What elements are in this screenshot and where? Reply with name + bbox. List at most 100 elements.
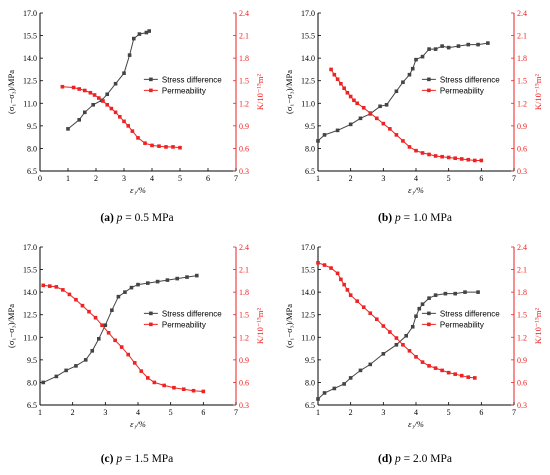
stress-difference-point [103,323,108,328]
y-left-axis-label: (σ₁−σ₃)/MPa [6,70,16,114]
legend-stress-label: Stress difference [440,309,500,318]
stress-difference-point [147,29,151,33]
legend-permeability-marker [149,88,153,93]
permeability-point [92,93,97,97]
panel-caption: (d) p = 2.0 MPa [378,453,452,465]
y-left-tick-label: 9.5 [27,122,37,131]
stress-difference-point [90,349,95,353]
y-right-tick-label: 0.6 [239,144,249,153]
y-left-tick-label: 8.0 [27,144,37,153]
stress-difference-point [463,290,467,294]
y-left-tick-label: 11.0 [23,99,37,108]
permeability-point [348,94,353,99]
stress-difference-point [358,368,363,373]
permeability-point [162,383,166,388]
stress-difference-point [66,127,70,131]
y-left-tick-label: 8.0 [27,378,37,387]
x-tick-label: 5 [178,174,182,183]
permeability-point [394,336,399,340]
stress-difference-point [110,308,114,312]
caption-label: (a) [100,212,114,224]
stress-difference-point [358,116,363,121]
permeability-point [420,360,425,364]
y-right-tick-label: 1.5 [517,77,527,86]
permeability-point [339,277,343,282]
x-tick-label: 7 [512,174,516,183]
caption-param: p [394,212,401,224]
y-right-tick-label: 1.8 [239,54,249,63]
stress-difference-point [446,45,451,50]
stress-difference-point [137,32,142,36]
stress-difference-point [332,386,337,391]
stress-difference-point [368,362,373,367]
permeability-point [407,349,412,353]
permeability-point [118,115,122,119]
permeability-point [361,106,366,110]
permeability-line [62,86,181,149]
permeability-point [453,372,457,376]
y-left-tick-label: 6.5 [27,401,37,410]
y-left-tick-label: 15.5 [23,266,37,275]
legend-stress-marker [427,77,431,82]
stress-difference-point [165,278,170,282]
legend-permeability-label: Permeability [162,320,206,329]
y-right-tick-label: 0.3 [239,401,249,410]
permeability-point [339,81,343,86]
permeability-point [113,338,117,343]
x-tick-label: 3 [103,408,107,417]
x-tick-label: 1 [316,174,320,183]
stress-difference-point [414,314,418,319]
y-left-tick-label: 11.0 [23,333,37,342]
stress-difference-point [486,41,490,45]
permeability-point [100,323,104,328]
y-right-tick-label: 0.9 [239,356,249,365]
y-left-axis-label: (σ₁−σ₃)/MPa [6,304,16,348]
caption-param: p [115,453,122,465]
panel-caption: (b) p = 1.0 MPa [378,212,452,224]
permeability-point [381,324,386,328]
permeability-point [388,127,392,131]
y-left-tick-label: 14.0 [23,288,37,297]
caption-label: (c) [101,453,114,465]
permeability-series [316,261,477,380]
x-tick-label: 2 [349,408,353,417]
permeability-point [101,99,105,103]
y-right-tick-label: 1.8 [517,54,527,63]
permeability-point [361,305,366,309]
y-right-tick-label: 0.6 [517,144,527,153]
permeability-point [446,370,451,375]
permeability-point [414,355,418,359]
permeability-point [54,285,59,289]
y-right-tick-label: 2.4 [517,243,527,252]
y-right-axis-label: K/10⁻¹⁵m² [255,73,265,110]
stress-difference-point [456,44,461,48]
permeability-point [433,366,438,370]
y-left-tick-label: 17.0 [23,9,37,18]
x-tick-label: 0 [38,174,42,183]
stress-difference-point [410,66,415,71]
permeability-point [394,133,399,137]
legend-stress-marker [149,77,153,82]
stress-difference-point [420,54,425,59]
legend-stress-label: Stress difference [440,75,500,84]
stress-difference-point [91,102,95,107]
permeability-point [473,376,477,380]
permeability-point [375,317,379,322]
stress-difference-point [407,72,412,77]
permeability-point [466,157,471,162]
stress-difference-point [105,92,109,97]
permeability-point [414,148,418,153]
stress-difference-point [433,47,438,51]
permeability-point [143,141,147,145]
permeability-point [316,261,320,265]
stress-difference-point [401,80,405,85]
x-tick-label: 5 [447,174,451,183]
permeability-point [80,303,85,308]
x-axis-label: ε₁/% [130,419,146,429]
panel-3: 1 2 3 4 5 6 7 6.5 8.0 9.5 11.0 12.5 14.0 15.5 17.0 0.3 0… [6,243,265,465]
x-tick-label: 5 [169,408,173,417]
permeability-point [342,282,346,287]
y-left-tick-label: 8.0 [305,378,315,387]
legend-stress-label: Stress difference [162,75,222,84]
